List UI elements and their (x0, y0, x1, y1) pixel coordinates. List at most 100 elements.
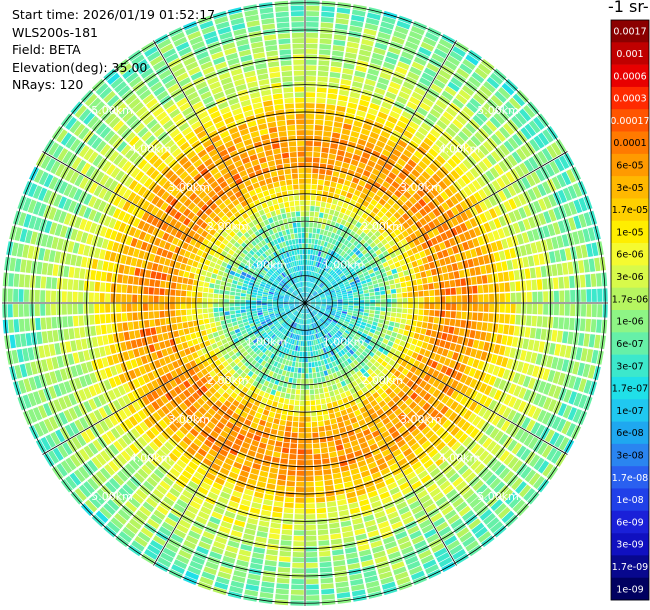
gate-cell (182, 277, 189, 284)
gate-cell (365, 403, 373, 411)
gate-cell (244, 419, 252, 427)
gate-cell (218, 345, 225, 352)
gate-cell (291, 361, 296, 367)
gate-cell (347, 309, 353, 313)
gate-cell (217, 330, 224, 336)
gate-cell (408, 401, 417, 410)
gate-cell (490, 354, 498, 365)
gate-cell (469, 496, 482, 509)
gate-cell (236, 433, 245, 441)
gate-cell (550, 450, 562, 464)
gate-cell (14, 364, 23, 379)
gate-cell (317, 349, 322, 355)
gate-cell (237, 344, 244, 351)
gate-cell (99, 369, 108, 380)
gate-cell (294, 524, 305, 530)
gate-cell (260, 586, 274, 594)
gate-cell (142, 406, 152, 417)
gate-cell (389, 462, 399, 472)
gate-cell (295, 487, 305, 493)
gate-cell (146, 336, 153, 345)
gate-cell (447, 513, 460, 525)
gate-cell (127, 349, 135, 360)
gate-cell (192, 495, 204, 505)
gate-cell (351, 404, 359, 412)
gate-cell (427, 367, 435, 376)
gate-cell (554, 434, 565, 448)
gate-cell (468, 367, 477, 378)
gate-cell (347, 335, 353, 341)
gate-cell (472, 312, 478, 321)
gate-cell (153, 303, 159, 311)
gate-cell (176, 524, 189, 534)
gate-cell (353, 325, 359, 330)
gate-cell (46, 358, 54, 371)
gate-cell (146, 393, 155, 403)
gate-cell (155, 326, 162, 334)
gate-cell (373, 383, 381, 391)
gate-cell (326, 402, 333, 409)
gate-cell (312, 372, 317, 378)
gate-cell (533, 340, 540, 352)
gate-cell (368, 316, 374, 321)
gate-cell (401, 313, 407, 319)
gate-cell (301, 362, 305, 368)
gate-cell (148, 287, 154, 295)
gate-cell (410, 442, 421, 452)
gate-cell (310, 304, 315, 307)
gate-cell (192, 392, 200, 401)
gate-cell (73, 315, 79, 327)
gate-cell (476, 418, 486, 430)
gate-cell (162, 476, 174, 487)
gate-cell (384, 541, 397, 550)
gate-cell (465, 347, 472, 356)
gate-cell (328, 315, 334, 319)
gate-cell (473, 431, 484, 442)
gate-cell (427, 323, 433, 330)
gate-cell (197, 286, 204, 292)
gate-cell (278, 556, 291, 562)
gate-cell (488, 375, 497, 386)
gate-cell (199, 355, 207, 362)
gate-cell (266, 549, 278, 556)
gate-cell (273, 328, 278, 334)
gate-cell (558, 317, 564, 330)
gate-cell (349, 340, 356, 347)
gate-cell (67, 279, 74, 290)
gate-cell (310, 304, 316, 306)
gate-cell (293, 530, 305, 536)
gate-cell (245, 523, 257, 531)
gate-cell (243, 533, 255, 541)
gate-cell (294, 367, 298, 373)
gate-cell (426, 358, 434, 367)
gate-cell (188, 480, 199, 490)
gate-cell (220, 520, 233, 529)
gate-cell (438, 460, 449, 471)
gate-cell (258, 314, 264, 318)
gate-cell (235, 295, 241, 300)
gate-cell (526, 303, 532, 314)
gate-cell (13, 288, 19, 302)
gate-cell (305, 541, 317, 547)
gate-cell (365, 580, 380, 589)
gate-cell (362, 411, 370, 419)
gate-cell (153, 342, 161, 351)
gate-cell (229, 361, 237, 368)
gate-cell (471, 321, 477, 330)
gate-cell (363, 371, 370, 379)
gate-cell (337, 449, 345, 457)
gate-cell (344, 546, 357, 554)
gate-cell (374, 434, 383, 443)
gate-cell (245, 382, 252, 389)
gate-cell (53, 384, 62, 397)
gate-cell (508, 325, 515, 336)
gate-cell (223, 342, 230, 349)
gate-cell (322, 458, 330, 465)
gate-cell (436, 402, 445, 412)
gate-cell (285, 359, 290, 366)
gate-cell (310, 394, 315, 400)
gate-cell (43, 418, 54, 433)
gate-cell (467, 412, 477, 424)
gate-cell (338, 320, 344, 325)
gate-cell (56, 355, 65, 368)
